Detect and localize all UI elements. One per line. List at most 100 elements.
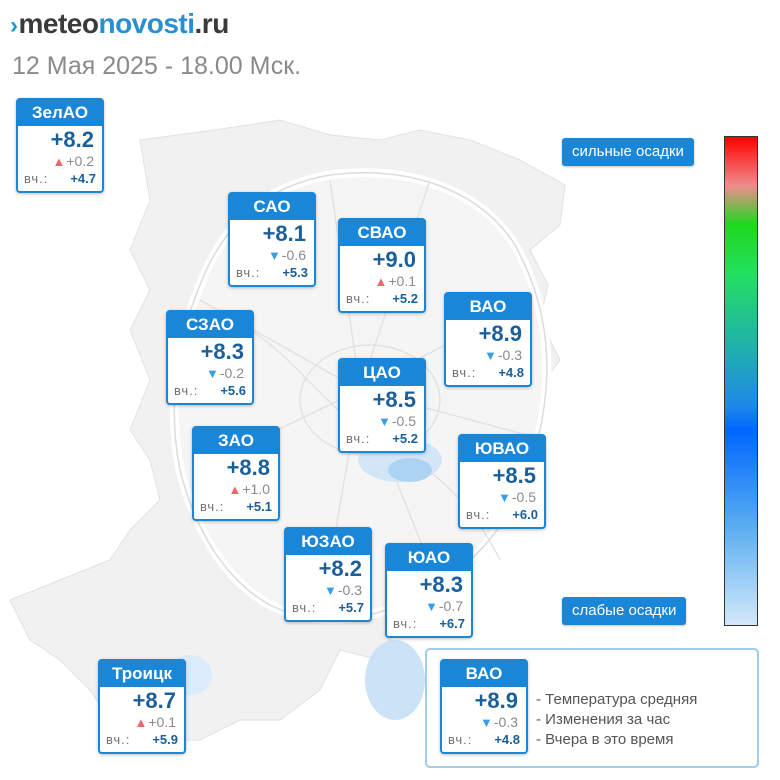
district-name: ВАО [446, 294, 530, 320]
legend-line-yesterday: - Вчера в это время [536, 731, 674, 748]
district-change-value: -0.3 [497, 347, 522, 363]
scale-label-heavy: сильные осадки [562, 138, 694, 166]
district-change: ▼-0.5 [460, 488, 544, 506]
arrow-up-icon: ▲ [134, 715, 148, 730]
district-yesterday: вч.: +4.7 [18, 170, 102, 191]
arrow-down-icon: ▼ [206, 366, 219, 381]
district-temp: +8.3 [419, 572, 463, 597]
yesterday-label: вч.: [346, 291, 371, 306]
district-temp: +8.2 [318, 556, 362, 581]
yesterday-label: вч.: [200, 499, 225, 514]
arrow-down-icon: ▼ [268, 248, 281, 263]
yesterday-value: +5.9 [152, 732, 178, 747]
district-change: ▼-0.3 [442, 713, 526, 731]
yesterday-value: +5.2 [392, 291, 418, 306]
yesterday-label: вч.: [466, 507, 491, 522]
district-card-zelao: ЗелАО +8.2 ▲+0.2 вч.: +4.7 [16, 98, 104, 193]
district-card-cao: ЦАО +8.5 ▼-0.5 вч.: +5.2 [338, 358, 426, 453]
district-change-value: -0.2 [219, 365, 244, 381]
district-temp: +8.9 [474, 688, 518, 713]
district-change-value: -0.7 [438, 598, 463, 614]
yesterday-label: вч.: [292, 600, 317, 615]
district-temp: +8.9 [478, 321, 522, 346]
site-logo[interactable]: ›meteonovosti.ru [10, 8, 229, 40]
district-name: Троицк [100, 661, 184, 687]
district-change-value: +0.2 [66, 153, 94, 169]
district-name: ЮЗАО [286, 529, 370, 555]
district-card-svao: СВАО +9.0 ▲+0.1 вч.: +5.2 [338, 218, 426, 313]
district-change-value: +0.1 [388, 273, 416, 289]
arrow-down-icon: ▼ [498, 490, 511, 505]
district-yesterday: вч.: +4.8 [442, 731, 526, 752]
district-change: ▲+0.2 [18, 152, 102, 170]
legend-line-avg-temp: - Температура средняя [536, 691, 698, 708]
district-change: ▼-0.3 [286, 581, 370, 599]
district-change-value: -0.5 [511, 489, 536, 505]
yesterday-value: +5.6 [220, 383, 246, 398]
yesterday-label: вч.: [106, 732, 131, 747]
district-change: ▲+0.1 [100, 713, 184, 731]
logo-text-meteo: meteo [18, 8, 99, 39]
district-temp: +8.8 [226, 455, 270, 480]
district-card-sao: САО +8.1 ▼-0.6 вч.: +5.3 [228, 192, 316, 287]
district-card-zao: ЗАО +8.8 ▲+1.0 вч.: +5.1 [192, 426, 280, 521]
district-card-troitsk: Троицк +8.7 ▲+0.1 вч.: +5.9 [98, 659, 186, 754]
logo-text-domain: .ru [194, 8, 230, 39]
district-yesterday: вч.: +5.1 [194, 498, 278, 519]
yesterday-label: вч.: [236, 265, 261, 280]
district-change-value: -0.6 [281, 247, 306, 263]
district-change-value: -0.3 [337, 582, 362, 598]
district-change-value: -0.3 [493, 714, 518, 730]
arrow-up-icon: ▲ [52, 154, 66, 169]
arrow-up-icon: ▲ [228, 482, 242, 497]
logo-text-novosti: novosti [98, 8, 195, 39]
district-card-yuzao: ЮЗАО +8.2 ▼-0.3 вч.: +5.7 [284, 527, 372, 622]
district-yesterday: вч.: +6.0 [460, 506, 544, 527]
legend-description: - Температура средняя - Изменения за час… [536, 690, 697, 750]
arrow-down-icon: ▼ [324, 583, 337, 598]
yesterday-label: вч.: [393, 616, 418, 631]
district-change: ▼-0.7 [387, 597, 471, 615]
yesterday-label: вч.: [452, 365, 477, 380]
district-name: ВАО [442, 661, 526, 687]
district-name: САО [230, 194, 314, 220]
district-temp: +8.5 [372, 387, 416, 412]
arrow-down-icon: ▼ [378, 414, 391, 429]
district-change: ▲+0.1 [340, 272, 424, 290]
district-name: ЗелАО [18, 100, 102, 126]
legend-example-card: ВАО +8.9 ▼-0.3 вч.: +4.8 [440, 659, 528, 754]
district-change-value: +1.0 [242, 481, 270, 497]
district-name: СЗАО [168, 312, 252, 338]
district-card-yuvao: ЮВАО +8.5 ▼-0.5 вч.: +6.0 [458, 434, 546, 529]
district-temp: +9.0 [372, 247, 416, 272]
yesterday-value: +5.2 [392, 431, 418, 446]
precipitation-scale-bar [724, 136, 758, 626]
yesterday-value: +6.7 [439, 616, 465, 631]
district-change: ▼-0.3 [446, 346, 530, 364]
district-temp: +8.7 [132, 688, 176, 713]
district-change: ▼-0.6 [230, 246, 314, 264]
arrow-down-icon: ▼ [484, 348, 497, 363]
district-yesterday: вч.: +4.8 [446, 364, 530, 385]
district-yesterday: вч.: +6.7 [387, 615, 471, 636]
district-temp: +8.5 [492, 463, 536, 488]
district-yesterday: вч.: +5.6 [168, 382, 252, 403]
arrow-down-icon: ▼ [480, 715, 493, 730]
district-name: ЗАО [194, 428, 278, 454]
yesterday-value: +5.7 [338, 600, 364, 615]
yesterday-label: вч.: [24, 171, 49, 186]
arrow-down-icon: ▼ [425, 599, 438, 614]
district-change: ▼-0.2 [168, 364, 252, 382]
yesterday-label: вч.: [174, 383, 199, 398]
yesterday-value: +4.8 [494, 732, 520, 747]
district-name: ЦАО [340, 360, 424, 386]
yesterday-value: +4.8 [498, 365, 524, 380]
district-card-szao: СЗАО +8.3 ▼-0.2 вч.: +5.6 [166, 310, 254, 405]
district-name: СВАО [340, 220, 424, 246]
district-yesterday: вч.: +5.3 [230, 264, 314, 285]
district-yesterday: вч.: +5.9 [100, 731, 184, 752]
logo-mark-icon: › [10, 12, 18, 39]
district-card-vao: ВАО +8.9 ▼-0.3 вч.: +4.8 [444, 292, 532, 387]
district-temp: +8.1 [262, 221, 306, 246]
forecast-datetime: 12 Мая 2025 - 18.00 Мск. [12, 52, 302, 80]
